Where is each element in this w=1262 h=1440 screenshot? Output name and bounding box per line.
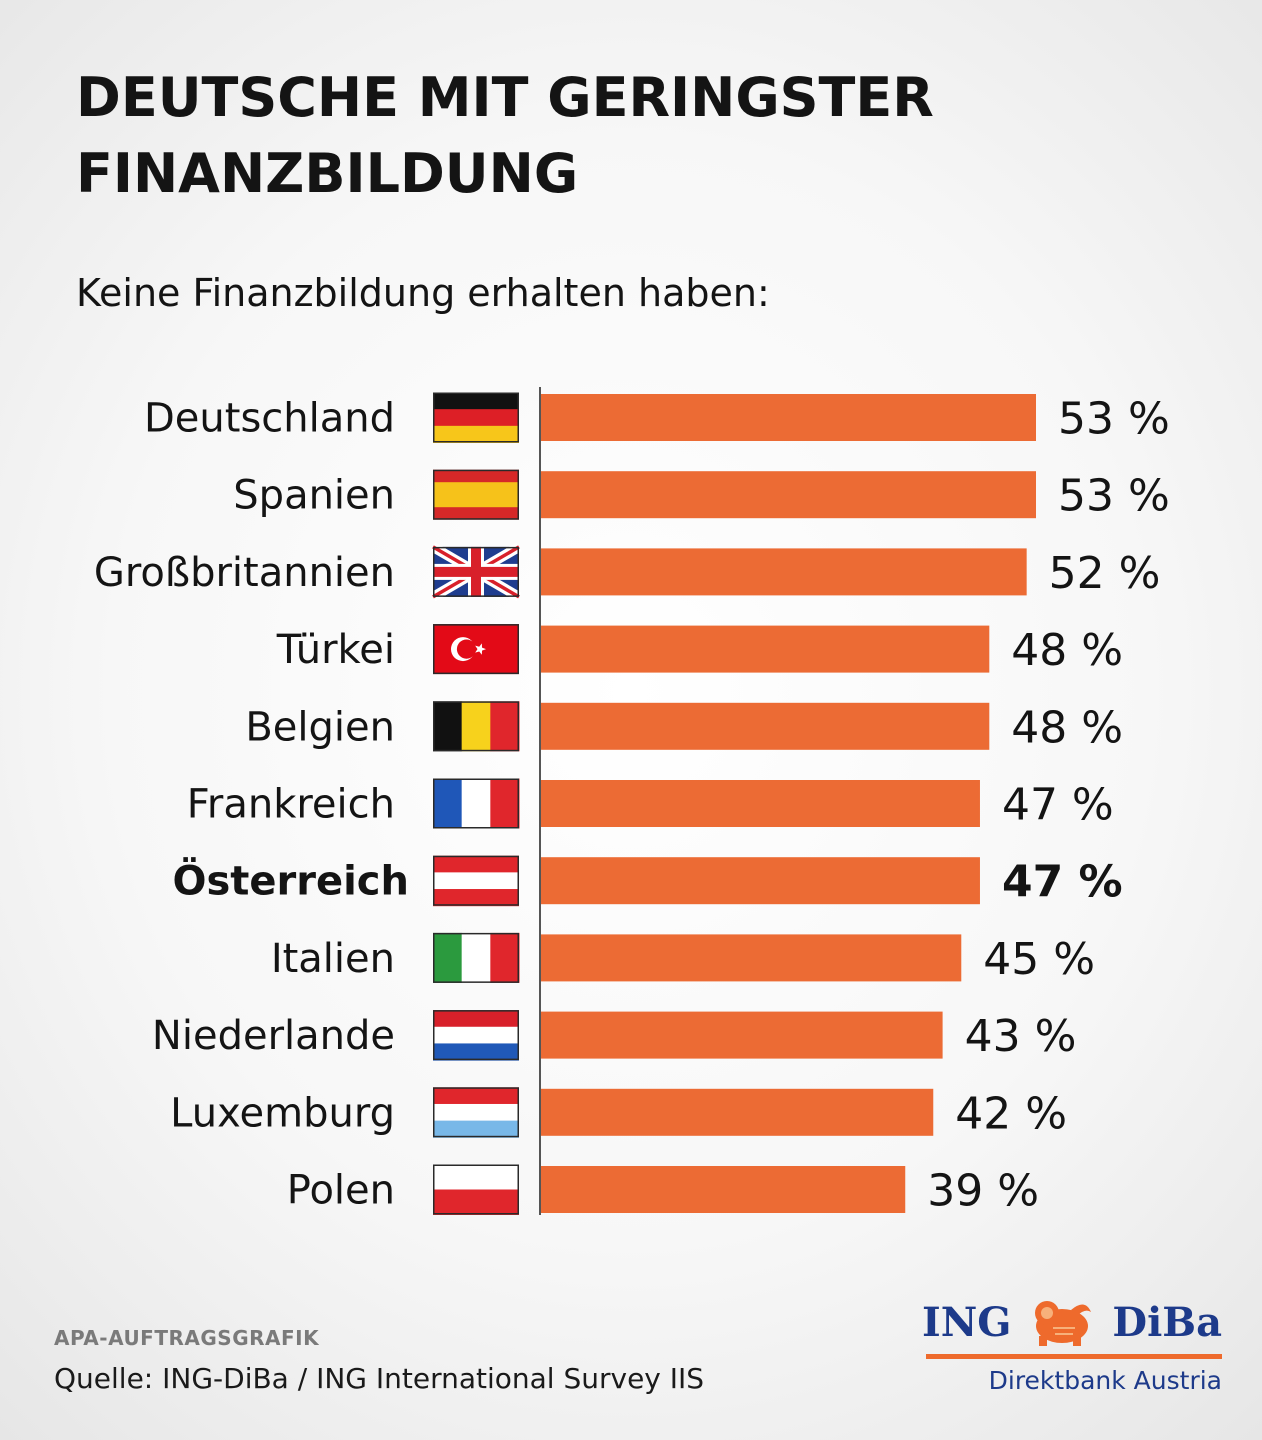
value-label-niederlande: 43 % <box>965 1011 1077 1062</box>
flag-united-kingdom-icon <box>430 542 522 602</box>
bar-spanien <box>541 471 1036 519</box>
category-label-deutschland: Deutschland <box>144 396 395 442</box>
value-label-luxemburg: 42 % <box>955 1088 1067 1139</box>
bar-grossbritannien <box>541 548 1027 596</box>
category-labels: Deutschland Spanien Großbritannien Türkei Be… <box>94 396 409 1214</box>
value-label-polen: 39 % <box>927 1166 1039 1217</box>
category-label-niederlande: Niederlande <box>152 1013 395 1059</box>
flag-belgium-icon <box>433 701 520 752</box>
bar-belgien <box>541 702 990 750</box>
lion-icon <box>1034 1301 1091 1346</box>
flag-turkey-icon <box>433 624 519 675</box>
ing-diba-logo: ING DiBa Direktbank Austria <box>922 1296 1222 1406</box>
category-label-oesterreich: Österreich <box>172 857 409 905</box>
value-labels: 53 % 53 % 52 % 48 % 48 % 47 % 47 % 45 % 43 % 42 %… <box>927 394 1170 1217</box>
logo-tagline: Direktbank Austria <box>988 1366 1222 1395</box>
flag-france-icon <box>433 778 520 829</box>
bar-italien <box>541 934 962 982</box>
value-label-italien: 45 % <box>983 934 1095 985</box>
flag-germany-icon <box>433 392 519 443</box>
bar-niederlande <box>541 1011 943 1059</box>
value-label-frankreich: 47 % <box>1002 780 1114 831</box>
bar-frankreich <box>541 780 980 827</box>
credit-label: APA-AUFTRAGSGRAFIK <box>54 1326 320 1350</box>
flag-column <box>430 392 522 1215</box>
chart-subtitle: Keine Finanzbildung erhalten haben: <box>76 271 770 315</box>
flag-netherlands-icon <box>433 1010 519 1061</box>
value-label-oesterreich: 47 % <box>1002 857 1123 908</box>
category-label-luxemburg: Luxemburg <box>170 1090 395 1136</box>
value-label-belgien: 48 % <box>1011 702 1123 753</box>
flag-austria-icon <box>433 855 519 907</box>
source-note: Quelle: ING-DiBa / ING International Sur… <box>54 1362 705 1395</box>
bar-series <box>541 394 1036 1213</box>
chart-title: DEUTSCHE MIT GERINGSTER FINANZBILDUNG <box>76 60 1196 212</box>
bar-deutschland <box>541 394 1036 441</box>
category-label-spanien: Spanien <box>233 473 395 519</box>
value-label-tuerkei: 48 % <box>1011 625 1123 676</box>
chart-title-line-1: DEUTSCHE MIT GERINGSTER <box>76 66 934 129</box>
flag-italy-icon <box>433 932 520 983</box>
flag-spain-icon <box>433 469 519 520</box>
bar-polen <box>541 1166 906 1213</box>
value-label-grossbritannien: 52 % <box>1049 548 1161 599</box>
logo-brand-left: ING <box>922 1298 1012 1346</box>
value-label-deutschland: 53 % <box>1058 394 1170 445</box>
bar-luxemburg <box>541 1088 934 1136</box>
flag-luxembourg-icon <box>433 1087 519 1138</box>
category-label-frankreich: Frankreich <box>187 782 395 828</box>
logo-underline <box>926 1354 1222 1359</box>
category-label-polen: Polen <box>287 1168 395 1214</box>
category-label-belgien: Belgien <box>245 704 395 750</box>
flag-poland-icon <box>433 1164 519 1215</box>
value-label-spanien: 53 % <box>1058 471 1170 522</box>
bar-oesterreich <box>541 857 980 905</box>
chart-title-line-2: FINANZBILDUNG <box>76 142 579 205</box>
category-label-tuerkei: Türkei <box>276 627 395 673</box>
logo-brand-right: DiBa <box>1112 1298 1222 1346</box>
category-label-grossbritannien: Großbritannien <box>94 550 395 596</box>
category-label-italien: Italien <box>271 936 395 982</box>
bar-tuerkei <box>541 625 990 673</box>
